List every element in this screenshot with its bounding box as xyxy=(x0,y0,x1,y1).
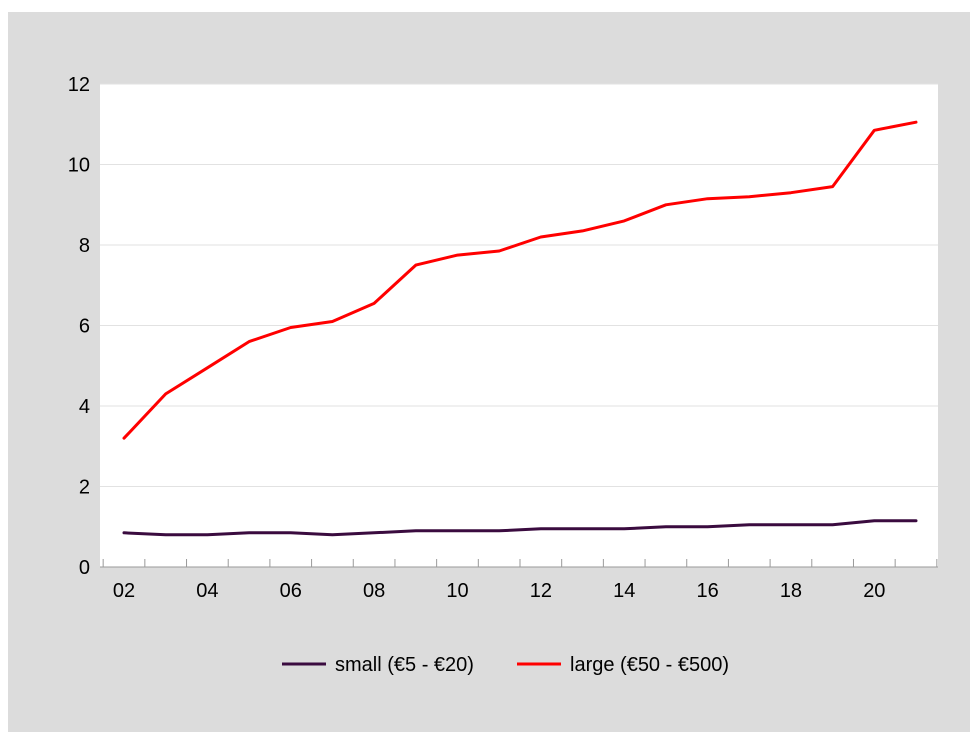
y-axis: 0 2 4 6 8 10 12 xyxy=(68,74,90,579)
series-line-0 xyxy=(122,519,918,537)
y-tick-label: 4 xyxy=(79,396,90,418)
legend-label-1: large (€50 - €500) xyxy=(570,654,729,676)
y-tick-label: 12 xyxy=(68,74,90,96)
x-tick-label: 02 xyxy=(113,580,135,602)
series-lines xyxy=(122,120,918,537)
y-tick-label: 6 xyxy=(79,316,90,338)
x-tick-label: 12 xyxy=(530,580,552,602)
x-tick-label: 04 xyxy=(196,580,218,602)
x-tick-label: 18 xyxy=(780,580,802,602)
legend: small (€5 - €20) large (€50 - €500) xyxy=(282,654,729,676)
x-tick-label: 10 xyxy=(446,580,468,602)
x-tick-label: 20 xyxy=(863,580,885,602)
y-tick-label: 0 xyxy=(79,557,90,579)
y-tick-label: 8 xyxy=(79,235,90,257)
x-tick-label: 14 xyxy=(613,580,635,602)
grid-lines xyxy=(100,83,938,487)
y-tick-label: 2 xyxy=(79,477,90,499)
x-tick-label: 16 xyxy=(696,580,718,602)
x-tick-label: 06 xyxy=(280,580,302,602)
x-tick-label: 08 xyxy=(363,580,385,602)
x-axis: 02 04 06 08 10 12 14 16 18 20 xyxy=(100,559,938,602)
legend-label-0: small (€5 - €20) xyxy=(335,654,474,676)
series-line-1 xyxy=(122,120,918,440)
y-tick-label: 10 xyxy=(68,155,90,177)
